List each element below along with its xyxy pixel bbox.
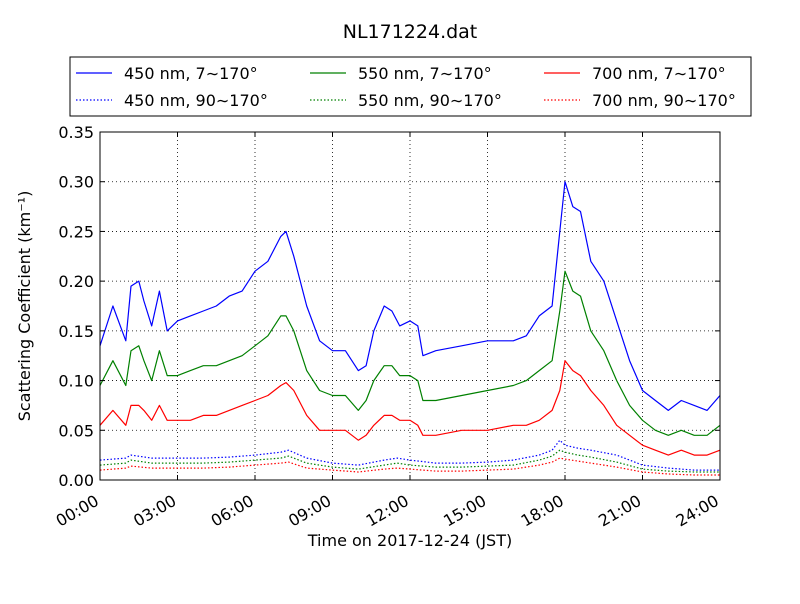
x-tick-label: 15:00 <box>440 491 489 531</box>
legend-label-4: 550 nm, 90∼170° <box>358 91 502 110</box>
x-axis-ticks: 00:00 03:00 06:00 09:00 12:00 15:00 18:00 21:00… <box>53 132 722 531</box>
legend: 450 nm, 7∼170° 550 nm, 7∼170° 700 nm, 7∼17… <box>69 56 752 117</box>
x-tick-label: 03:00 <box>130 491 179 531</box>
y-tick-label: 0.00 <box>58 471 94 490</box>
y-tick-label: 0.10 <box>58 372 94 391</box>
series-line-3 <box>99 439 720 471</box>
grid <box>100 132 720 480</box>
y-tick-label: 0.15 <box>58 322 94 341</box>
x-tick-label: 12:00 <box>363 491 412 531</box>
legend-label-2: 700 nm, 7∼170° <box>592 64 726 83</box>
series-line-0 <box>99 181 721 411</box>
x-tick-label: 09:00 <box>285 491 334 531</box>
chart-title: NL171224.dat <box>343 21 478 43</box>
x-tick-label: 06:00 <box>208 491 257 531</box>
legend-label-0: 450 nm, 7∼170° <box>124 64 258 83</box>
y-tick-label: 0.30 <box>58 173 94 192</box>
y-tick-label: 0.20 <box>58 272 94 291</box>
x-tick-label: 21:00 <box>595 491 644 531</box>
legend-label-1: 550 nm, 7∼170° <box>358 64 492 83</box>
y-tick-label: 0.25 <box>58 222 94 241</box>
series-line-5 <box>99 457 720 476</box>
y-tick-label: 0.05 <box>58 421 94 440</box>
legend-label-5: 700 nm, 90∼170° <box>592 91 736 110</box>
series-layer <box>99 181 721 476</box>
y-tick-label: 0.35 <box>58 123 94 142</box>
series-line-1 <box>99 270 721 436</box>
x-tick-label: 18:00 <box>518 491 567 531</box>
legend-box <box>69 56 752 117</box>
y-axis-label: Scattering Coefficient (km⁻¹) <box>15 191 34 422</box>
y-axis-ticks: 0.00 0.05 0.10 0.15 0.20 0.25 0.30 0.35 <box>58 123 720 490</box>
series-line-2 <box>99 360 721 456</box>
x-tick-label: 00:00 <box>53 491 102 531</box>
legend-label-3: 450 nm, 90∼170° <box>124 91 268 110</box>
x-tick-label: 24:00 <box>673 491 722 531</box>
x-axis-label: Time on 2017-12-24 (JST) <box>307 531 512 550</box>
